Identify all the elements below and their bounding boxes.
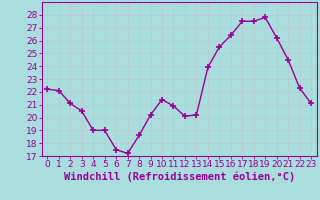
X-axis label: Windchill (Refroidissement éolien,°C): Windchill (Refroidissement éolien,°C)	[64, 172, 295, 182]
